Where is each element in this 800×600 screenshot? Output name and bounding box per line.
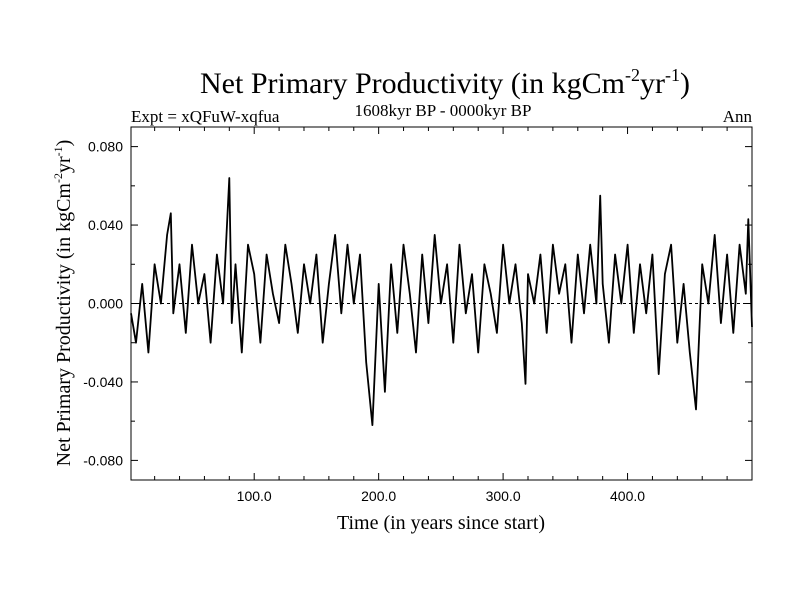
period-label: 1608kyr BP - 0000kyr BP: [355, 101, 532, 120]
y-axis-label-sup2: -1: [51, 146, 65, 156]
x-tick-label: 300.0: [486, 488, 521, 504]
season-label: Ann: [723, 107, 753, 126]
series-line-npp: [130, 177, 753, 427]
chart-title-end: ): [680, 67, 690, 100]
chart-title-sup2: -1: [665, 65, 680, 85]
chart-title-mid: yr: [640, 67, 665, 100]
chart-title-sup1: -2: [625, 65, 640, 85]
y-tick-label: 0.040: [88, 217, 123, 233]
experiment-label: Expt = xQFuW-xqfua: [131, 107, 280, 126]
y-tick-label: 0.000: [88, 296, 123, 312]
x-axis-ticks: 100.0 200.0 300.0 400.0: [154, 127, 728, 504]
chart-title: Net Primary Productivity (in kgCm-2yr-1): [200, 65, 690, 100]
y-tick-label: -0.080: [83, 452, 123, 468]
x-tick-label: 100.0: [237, 488, 272, 504]
y-tick-label: -0.040: [83, 374, 123, 390]
y-axis-label-end: ): [53, 140, 75, 147]
y-axis-label-sup1: -2: [51, 173, 65, 183]
chart-title-main: Net Primary Productivity (in kgCm: [200, 67, 625, 100]
y-axis-label-mid: yr: [53, 156, 75, 173]
y-axis-label-main: Net Primary Productivity (in kgCm: [53, 183, 75, 467]
x-axis-label: Time (in years since start): [337, 512, 545, 534]
y-tick-label: 0.080: [88, 139, 123, 155]
y-axis-label: Net Primary Productivity (in kgCm-2yr-1): [51, 140, 75, 467]
x-tick-label: 400.0: [610, 488, 645, 504]
y-axis-ticks: 0.080 0.040 0.000 -0.040 -0.080: [83, 139, 752, 468]
x-tick-label: 200.0: [361, 488, 396, 504]
